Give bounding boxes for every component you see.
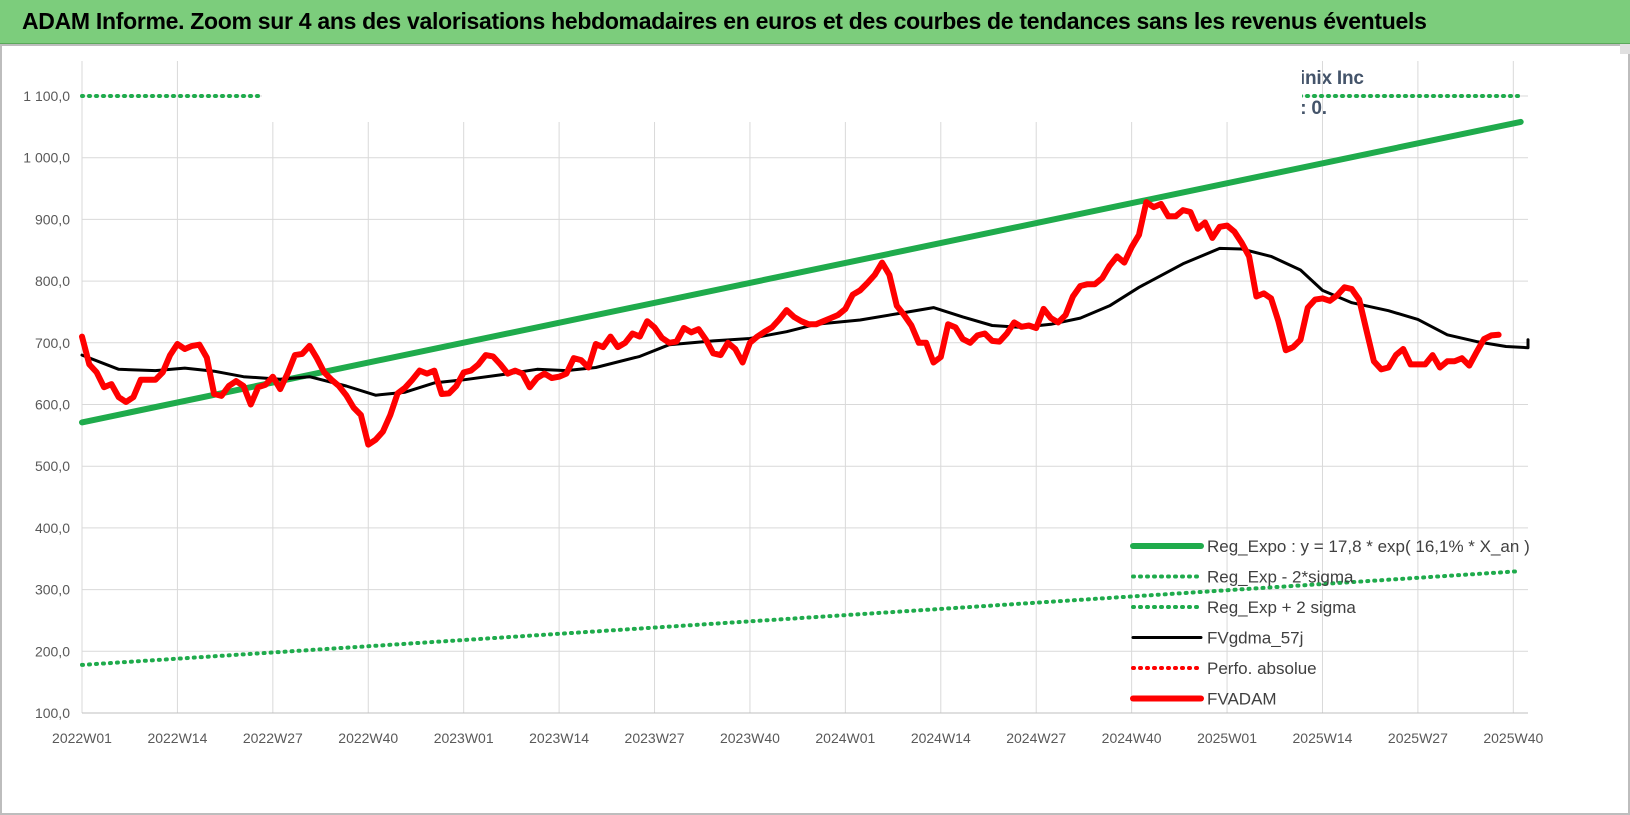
x-tick-label: 2024W14 — [911, 730, 971, 746]
chart-frame — [0, 44, 1630, 815]
x-tick-label: 2022W27 — [243, 730, 303, 746]
report-title: ADAM Informe. Zoom sur 4 ans des valoris… — [22, 8, 1427, 34]
y-tick-label: 1 000,0 — [23, 150, 70, 166]
y-tick-label: 800,0 — [35, 273, 70, 289]
legend-label: FVADAM — [1207, 690, 1277, 709]
y-tick-label: 400,0 — [35, 520, 70, 536]
y-axis-ticks: 100,0 200,0 300,0 400,0 500,0 600,0 700,0 800,0… — [23, 88, 70, 721]
legend: Reg_Expo : y = 17,8 * exp( 16,1% * X_an … — [1130, 537, 1530, 709]
x-axis-ticks: 2022W01 2022W14 2022W27 2022W40 2023W01 2023W… — [52, 730, 1543, 746]
x-tick-label: 2023W14 — [529, 730, 589, 746]
x-tick-label: 2022W40 — [338, 730, 398, 746]
legend-label: Reg_Exp + 2 sigma — [1207, 598, 1356, 617]
x-tick-label: 2023W40 — [720, 730, 780, 746]
x-tick-label: 2024W01 — [815, 730, 875, 746]
legend-label: Perfo. absolue — [1207, 659, 1317, 678]
y-tick-label: 900,0 — [35, 211, 70, 227]
y-tick-label: 1 100,0 — [23, 88, 70, 104]
x-tick-label: 2025W01 — [1197, 730, 1257, 746]
legend-label: Reg_Exp - 2*sigma — [1207, 568, 1354, 587]
x-tick-label: 2023W27 — [625, 730, 685, 746]
series-line-fvadam — [79, 199, 1502, 448]
legend-label: Reg_Expo : y = 17,8 * exp( 16,1% * X_an … — [1207, 537, 1530, 556]
y-tick-label: 600,0 — [35, 397, 70, 413]
x-tick-label: 2024W27 — [1006, 730, 1066, 746]
x-tick-label: 2025W40 — [1483, 730, 1543, 746]
x-tick-label: 2022W14 — [147, 730, 207, 746]
series-line-reg-exp-2-sigma — [80, 569, 1523, 667]
corner-marker — [1620, 44, 1630, 54]
title-backdrop — [262, 60, 1302, 122]
x-tick-label: 2024W40 — [1102, 730, 1162, 746]
y-tick-label: 700,0 — [35, 335, 70, 351]
x-tick-label: 2025W14 — [1293, 730, 1353, 746]
x-tick-label: 2023W01 — [434, 730, 494, 746]
y-tick-label: 500,0 — [35, 458, 70, 474]
y-tick-label: 200,0 — [35, 643, 70, 659]
series-lines — [79, 60, 1530, 667]
title-bar: ADAM Informe. Zoom sur 4 ans des valoris… — [0, 0, 1630, 44]
y-tick-label: 100,0 — [35, 705, 70, 721]
x-tick-label: 2022W01 — [52, 730, 112, 746]
legend-label: FVgdma_57j — [1207, 629, 1303, 648]
x-tick-label: 2025W27 — [1388, 730, 1448, 746]
y-tick-label: 300,0 — [35, 582, 70, 598]
